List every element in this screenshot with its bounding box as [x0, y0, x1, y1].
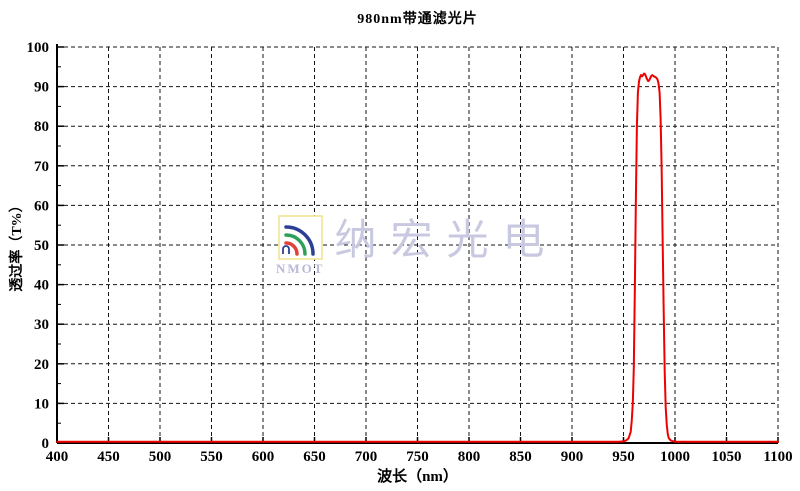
y-tick-label: 10 — [34, 396, 49, 412]
x-tick-label: 1000 — [660, 449, 690, 465]
tick-labels: 400 450 500 550 600 650 700 750 800 850 900 950 1000… — [27, 40, 793, 465]
gridlines — [57, 46, 779, 443]
x-tick-label: 450 — [97, 449, 120, 465]
y-tick-label: 90 — [34, 80, 49, 96]
x-tick-label: 1050 — [712, 449, 742, 465]
y-tick-label: 50 — [34, 238, 49, 254]
x-tick-label: 800 — [458, 449, 481, 465]
axes — [56, 44, 778, 444]
x-tick-label: 550 — [200, 449, 223, 465]
x-tick-label: 700 — [355, 449, 378, 465]
x-tick-label: 600 — [252, 449, 275, 465]
y-tick-label: 40 — [34, 278, 49, 294]
y-tick-label: 20 — [34, 357, 49, 373]
x-tick-label: 1100 — [763, 449, 792, 465]
x-tick-label: 750 — [406, 449, 429, 465]
x-tick-label: 950 — [612, 449, 635, 465]
x-tick-label: 850 — [509, 449, 532, 465]
data-series — [56, 72, 779, 443]
x-tick-label: 500 — [149, 449, 172, 465]
transmittance-curve — [56, 72, 779, 443]
y-tick-label: 80 — [34, 119, 49, 135]
y-tick-label: 100 — [27, 40, 50, 56]
chart-title: 980nm带通滤光片 — [357, 12, 478, 27]
y-tick-label: 30 — [34, 317, 49, 333]
x-axis-label: 波长（nm） — [377, 469, 458, 485]
y-tick-label: 0 — [42, 436, 50, 452]
y-axis-label: 透过率（T%） — [10, 198, 25, 292]
x-tick-label: 650 — [303, 449, 326, 465]
x-tick-label: 400 — [46, 449, 69, 465]
x-tick-label: 900 — [561, 449, 584, 465]
y-tick-label: 60 — [34, 198, 49, 214]
y-tick-label: 70 — [34, 159, 49, 175]
